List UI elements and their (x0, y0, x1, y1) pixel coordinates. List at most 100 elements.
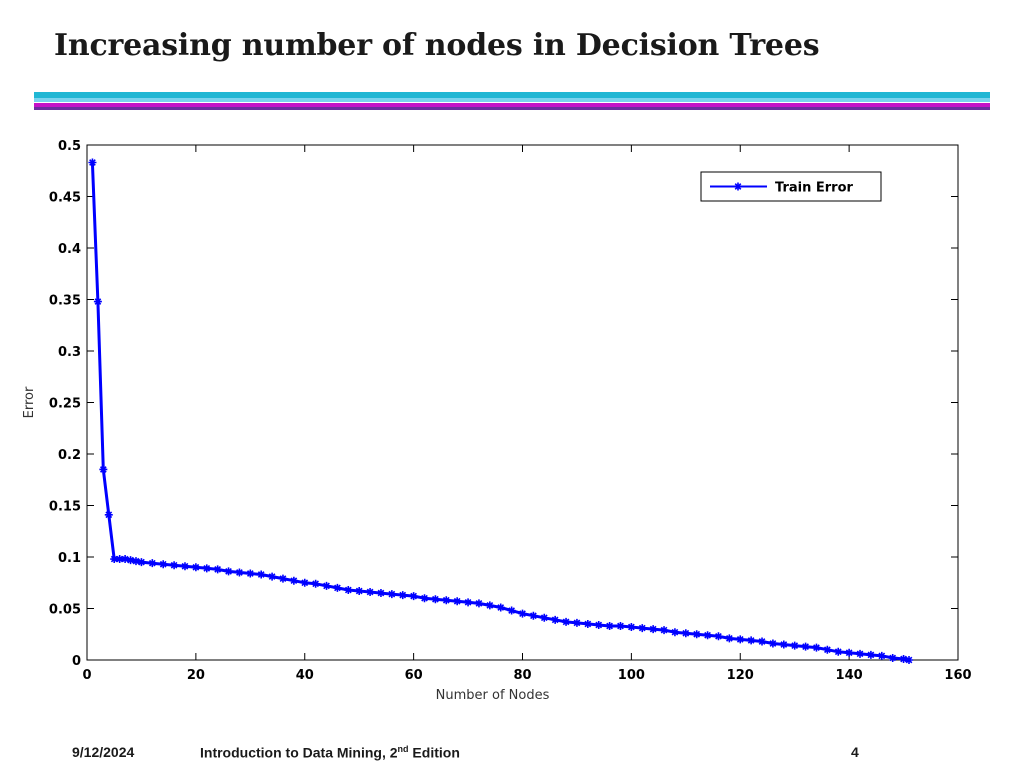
data-point-marker (812, 643, 821, 652)
data-point-marker (246, 569, 255, 578)
data-point-marker (572, 618, 581, 627)
data-point-marker (322, 581, 331, 590)
x-tick-label: 40 (296, 668, 314, 683)
data-point-marker (99, 465, 108, 474)
data-point-marker (485, 601, 494, 610)
data-point-marker (170, 561, 179, 570)
title-rule-cyan (34, 92, 990, 98)
data-point-marker (714, 632, 723, 641)
x-tick-label: 60 (405, 668, 423, 683)
data-point-marker (747, 636, 756, 645)
data-point-marker (93, 297, 102, 306)
y-tick-label: 0.05 (49, 603, 81, 618)
data-point-marker (453, 597, 462, 606)
data-point-marker (104, 510, 113, 519)
footer-course-suffix: Edition (408, 744, 460, 761)
data-point-marker (801, 642, 810, 651)
data-point-marker (899, 654, 908, 663)
data-point-marker (540, 613, 549, 622)
data-point-marker (856, 649, 865, 658)
data-point-marker (474, 599, 483, 608)
chart-svg: 0 20 40 60 80 100 120 140 160 0 0.05 0.1 0.15 0.2 0.25… (22, 139, 972, 703)
data-point-marker (692, 630, 701, 639)
data-point-marker (905, 656, 914, 664)
data-point-marker (131, 557, 140, 566)
data-point-marker (213, 565, 222, 574)
slide-title: Increasing number of nodes in Decision T… (54, 28, 820, 63)
y-tick-label: 0.25 (49, 397, 81, 412)
data-point-marker (725, 634, 734, 643)
data-point-marker (115, 555, 124, 564)
footer-date: 9/12/2024 (72, 744, 135, 760)
title-rule-magenta (34, 103, 990, 107)
legend-marker-sample (734, 182, 742, 191)
data-point-marker (398, 591, 407, 600)
data-point-marker (866, 650, 875, 659)
data-point-marker (409, 592, 418, 601)
y-tick-label: 0.4 (58, 242, 81, 257)
y-tick-label: 0 (72, 654, 81, 669)
footer-course-title: Introduction to Data Mining, 2nd Edition (200, 744, 460, 761)
data-point-marker (235, 568, 244, 577)
data-point-marker (703, 631, 712, 640)
data-point-marker (464, 598, 473, 607)
data-point-marker (110, 555, 119, 564)
data-point-marker (594, 620, 603, 629)
data-point-marker (121, 555, 130, 564)
data-point-marker (529, 611, 538, 620)
data-point-marker (877, 651, 886, 660)
x-tick-label: 160 (944, 668, 971, 683)
data-point-marker (300, 578, 309, 587)
data-point-marker (888, 653, 897, 662)
data-point-marker (88, 158, 97, 167)
y-tick-label: 0.15 (49, 500, 81, 515)
data-point-marker (289, 576, 298, 585)
data-point-marker (605, 622, 614, 631)
y-tick-label: 0.35 (49, 294, 81, 309)
data-point-marker (137, 558, 146, 567)
y-tick-label: 0.45 (49, 191, 81, 206)
data-point-marker (562, 617, 571, 626)
data-point-marker (736, 635, 745, 644)
y-axis-label: Error (22, 386, 37, 418)
data-point-marker (420, 594, 429, 603)
x-tick-label: 0 (82, 668, 91, 683)
footer-course-sup: nd (397, 744, 409, 754)
data-point-marker (845, 648, 854, 657)
plot-frame (86, 144, 959, 661)
data-point-marker (278, 574, 287, 583)
data-point-marker (355, 586, 364, 595)
data-point-marker (148, 559, 157, 568)
data-point-marker (779, 640, 788, 649)
title-rule-lightblue (34, 98, 990, 102)
data-point-marker (496, 603, 505, 612)
title-rule-purple (34, 107, 990, 110)
data-point-marker (583, 619, 592, 628)
data-point-marker (616, 622, 625, 631)
legend-entry-train-error: Train Error (775, 181, 853, 196)
data-point-marker (311, 579, 320, 588)
y-tick-label: 0.3 (58, 345, 81, 360)
data-point-marker (376, 589, 385, 598)
x-axis-label: Number of Nodes (436, 688, 550, 703)
x-tick-label: 140 (836, 668, 863, 683)
data-point-marker (518, 609, 527, 618)
data-point-marker (660, 626, 669, 635)
data-point-marker (681, 629, 690, 638)
data-point-marker (551, 615, 560, 624)
x-tick-label: 80 (513, 668, 531, 683)
data-point-marker (507, 606, 516, 615)
data-point-marker (126, 556, 135, 565)
data-point-marker (191, 563, 200, 572)
data-point-marker (257, 570, 266, 579)
data-point-marker (180, 562, 189, 571)
x-tick-label: 120 (727, 668, 754, 683)
data-point-marker (387, 590, 396, 599)
data-point-marker (790, 641, 799, 650)
data-point-marker (159, 560, 168, 569)
data-point-marker (627, 623, 636, 632)
data-point-marker (834, 647, 843, 656)
data-point-marker (202, 564, 211, 573)
data-point-marker (366, 588, 375, 597)
x-tick-label: 20 (187, 668, 205, 683)
